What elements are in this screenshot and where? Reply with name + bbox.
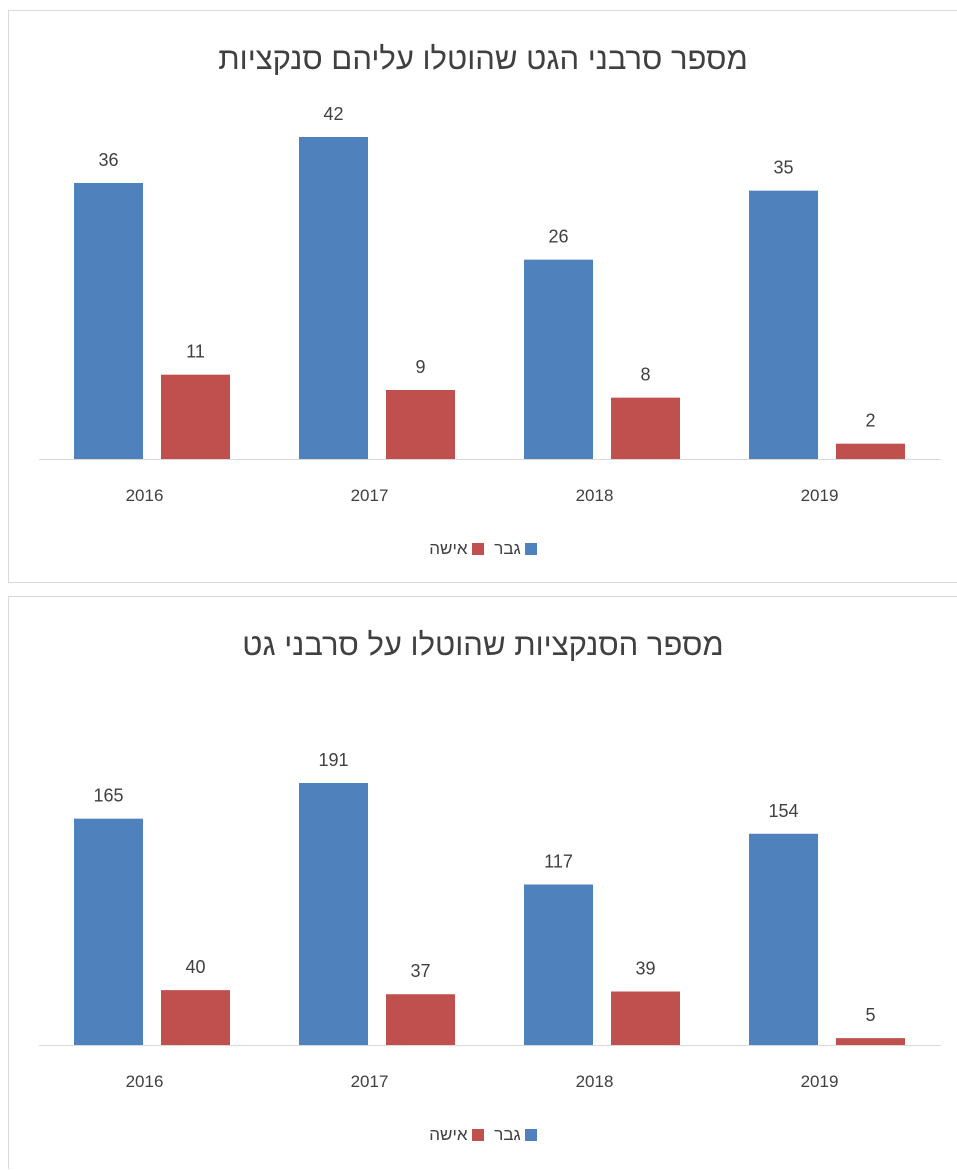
legend-swatch-women — [471, 1129, 484, 1141]
bar-women-2018 — [611, 397, 680, 459]
x-tick-label-2016: 2016 — [126, 486, 164, 505]
bar-women-2019 — [836, 1038, 905, 1045]
legend-entry-women: אישה — [429, 539, 484, 559]
bar-men-2016 — [74, 183, 143, 459]
x-tick-label-2017: 2017 — [351, 1072, 389, 1091]
chart-title: מספר סרבני הגט שהוטלו עליהם סנקציות — [218, 41, 748, 76]
bar-women-2016 — [161, 990, 230, 1045]
x-tick-label-2018: 2018 — [576, 486, 614, 505]
data-label-men-2016: 165 — [93, 786, 123, 806]
bar-men-2018 — [524, 884, 593, 1045]
bar-men-2016 — [74, 818, 143, 1045]
data-label-women-2018: 39 — [635, 959, 655, 979]
data-label-men-2018: 26 — [548, 227, 568, 247]
data-label-women-2017: 37 — [410, 961, 430, 981]
bar-women-2017 — [386, 390, 455, 459]
bar-women-2018 — [611, 991, 680, 1045]
legend-label-women: אישה — [429, 1125, 468, 1144]
bar-women-2017 — [386, 994, 455, 1045]
bar-chart-plot: 36 42 26 35 11 9 8 2 2016 2017 2018 2019 — [39, 104, 941, 505]
legend-swatch-women — [471, 543, 484, 555]
x-tick-label-2019: 2019 — [801, 486, 839, 505]
x-tick-label-2017: 2017 — [351, 486, 389, 505]
data-label-men-2018: 117 — [544, 852, 573, 872]
data-label-women-2019: 5 — [865, 1005, 875, 1025]
chart-panel-sanctions-count: מספר הסנקציות שהוטלו על סרבני גט 165 191 1… — [8, 596, 957, 1169]
data-label-men-2019: 154 — [768, 801, 798, 821]
bar-chart-plot: 165 191 117 154 40 37 39 5 2016 2017 2018 2019 — [39, 750, 941, 1091]
bar-women-2016 — [161, 374, 230, 459]
chart-legend: גבר אישה — [9, 1125, 957, 1146]
legend-label-women: אישה — [429, 539, 468, 558]
bar-men-2019 — [749, 833, 818, 1045]
chart-panel-sanctioned-refusers: מספר סרבני הגט שהוטלו עליהם סנקציות 36 42… — [8, 10, 957, 583]
bar-men-2017 — [299, 137, 368, 459]
data-label-men-2019: 35 — [773, 158, 793, 178]
x-tick-label-2018: 2018 — [576, 1072, 614, 1091]
data-label-men-2017: 42 — [323, 104, 343, 124]
legend-swatch-men — [524, 1129, 537, 1141]
data-label-men-2016: 36 — [98, 150, 118, 170]
data-label-women-2016: 11 — [186, 342, 205, 362]
legend-label-men: גבר — [494, 1125, 521, 1144]
chart-legend: גבר אישה — [9, 539, 957, 560]
bar-women-2019 — [836, 443, 905, 459]
legend-entry-women: אישה — [429, 1125, 484, 1145]
bar-men-2019 — [749, 190, 818, 459]
x-tick-label-2019: 2019 — [801, 1072, 839, 1091]
legend-label-men: גבר — [494, 539, 521, 558]
data-label-women-2017: 9 — [415, 357, 425, 377]
legend-swatch-men — [524, 543, 537, 555]
data-label-women-2016: 40 — [185, 957, 205, 977]
bar-men-2018 — [524, 259, 593, 459]
bar-men-2017 — [299, 783, 368, 1045]
legend-entry-men: גבר — [494, 1125, 537, 1145]
legend-entry-men: גבר — [494, 539, 537, 559]
data-label-women-2018: 8 — [640, 365, 650, 385]
chart-title: מספר הסנקציות שהוטלו על סרבני גט — [242, 627, 724, 662]
data-label-women-2019: 2 — [865, 411, 875, 431]
x-tick-label-2016: 2016 — [126, 1072, 164, 1091]
data-label-men-2017: 191 — [318, 750, 348, 770]
